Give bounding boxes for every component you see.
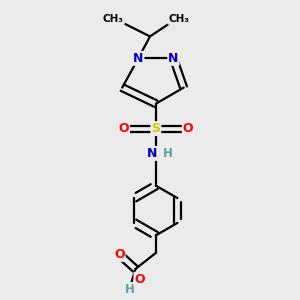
Text: N: N bbox=[147, 147, 158, 160]
Text: S: S bbox=[152, 122, 160, 135]
Text: O: O bbox=[118, 122, 129, 135]
Text: N: N bbox=[133, 52, 143, 65]
Text: N: N bbox=[168, 52, 178, 65]
Text: O: O bbox=[114, 248, 124, 261]
Text: O: O bbox=[183, 122, 193, 135]
Text: O: O bbox=[134, 273, 145, 286]
Text: CH₃: CH₃ bbox=[103, 14, 124, 24]
Text: H: H bbox=[163, 147, 173, 160]
Text: H: H bbox=[124, 283, 134, 296]
Text: CH₃: CH₃ bbox=[168, 14, 189, 24]
